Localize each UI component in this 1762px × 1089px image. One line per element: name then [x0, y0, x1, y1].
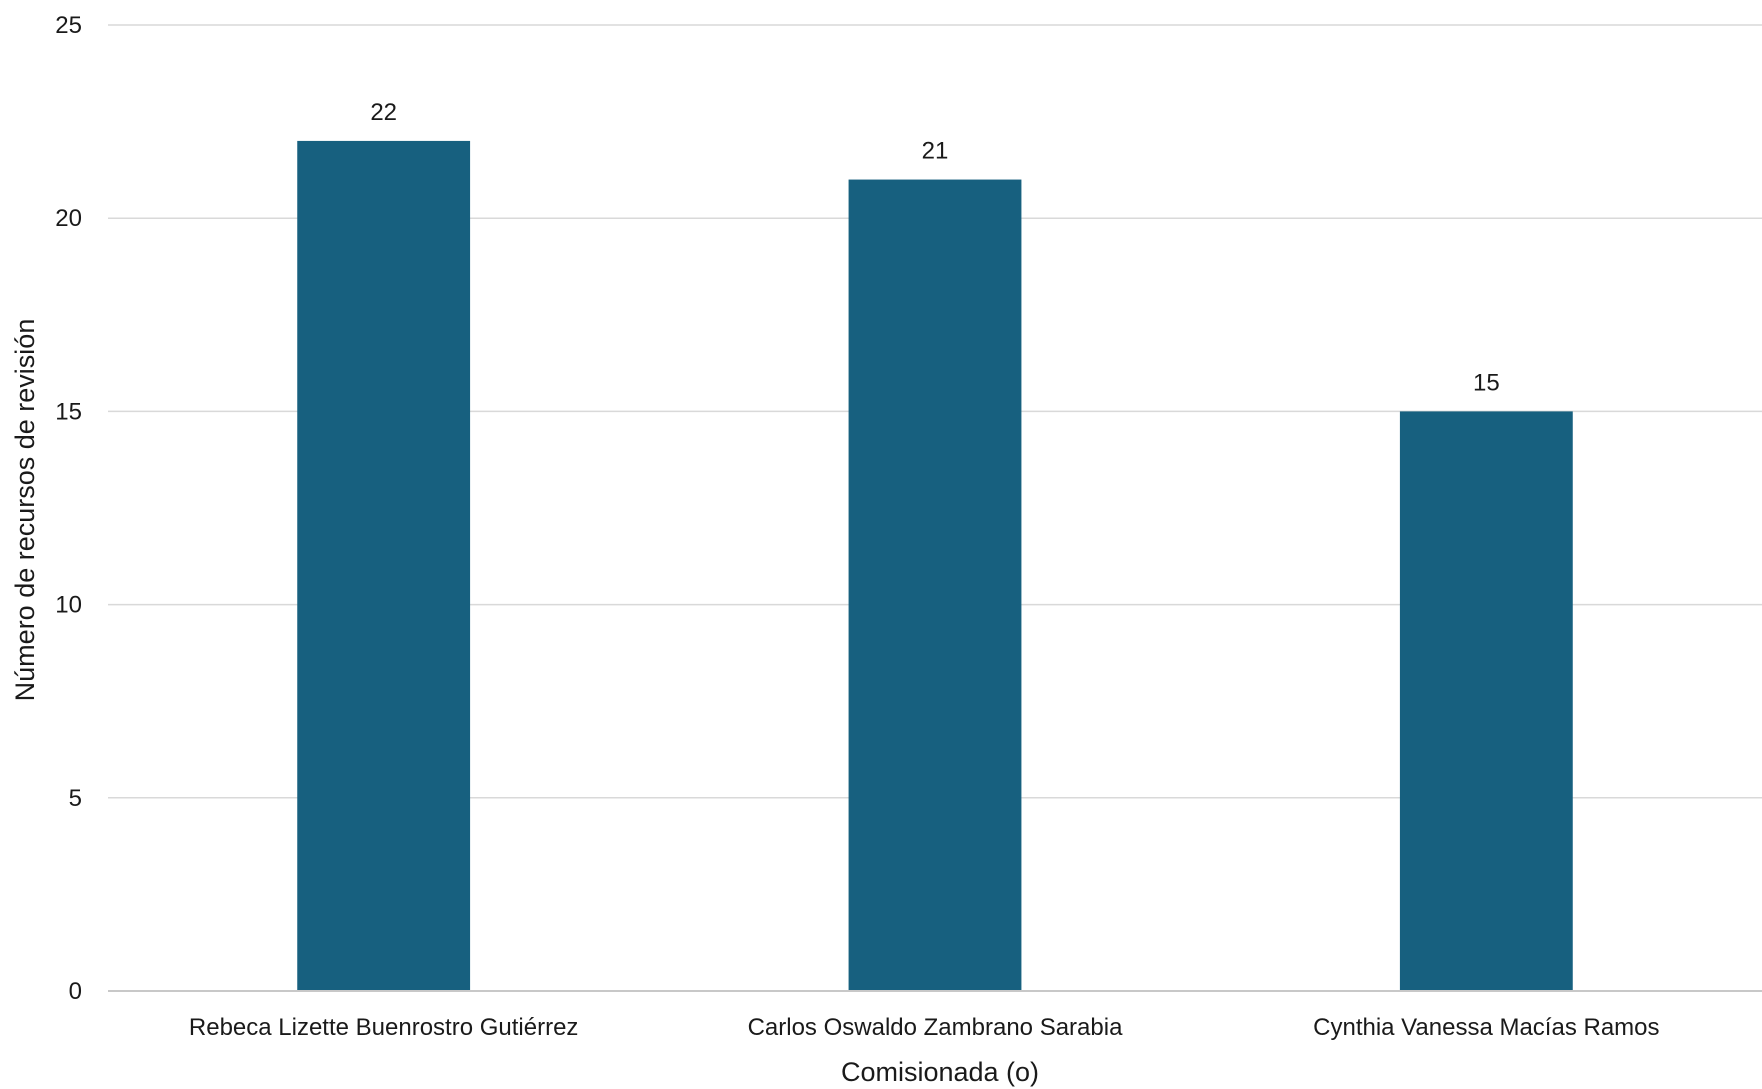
- y-tick-label: 15: [55, 398, 82, 425]
- bars: [297, 140, 1573, 992]
- y-axis-ticks: 0 5 10 15 20 25: [55, 12, 82, 1005]
- x-tick-label: Rebeca Lizette Buenrostro Gutiérrez: [189, 1014, 579, 1041]
- y-tick-label: 20: [55, 205, 82, 232]
- data-label: 21: [922, 138, 949, 165]
- bar: [1399, 411, 1573, 991]
- bar: [848, 179, 1022, 991]
- y-tick-label: 0: [69, 978, 82, 1005]
- x-axis-title: Comisionada (o): [841, 1057, 1039, 1087]
- y-tick-label: 5: [69, 785, 82, 812]
- y-axis-title: Número de recursos de revisión: [10, 319, 40, 702]
- data-labels: 22 21 15: [370, 99, 1499, 396]
- x-tick-label: Cynthia Vanessa Macías Ramos: [1313, 1014, 1659, 1041]
- x-axis-categories: Rebeca Lizette Buenrostro Gutiérrez Carlo…: [189, 1014, 1660, 1041]
- bar: [297, 140, 471, 992]
- y-tick-label: 25: [55, 12, 82, 39]
- y-tick-label: 10: [55, 592, 82, 619]
- data-label: 22: [370, 99, 397, 126]
- data-label: 15: [1473, 369, 1500, 396]
- x-tick-label: Carlos Oswaldo Zambrano Sarabia: [748, 1014, 1123, 1041]
